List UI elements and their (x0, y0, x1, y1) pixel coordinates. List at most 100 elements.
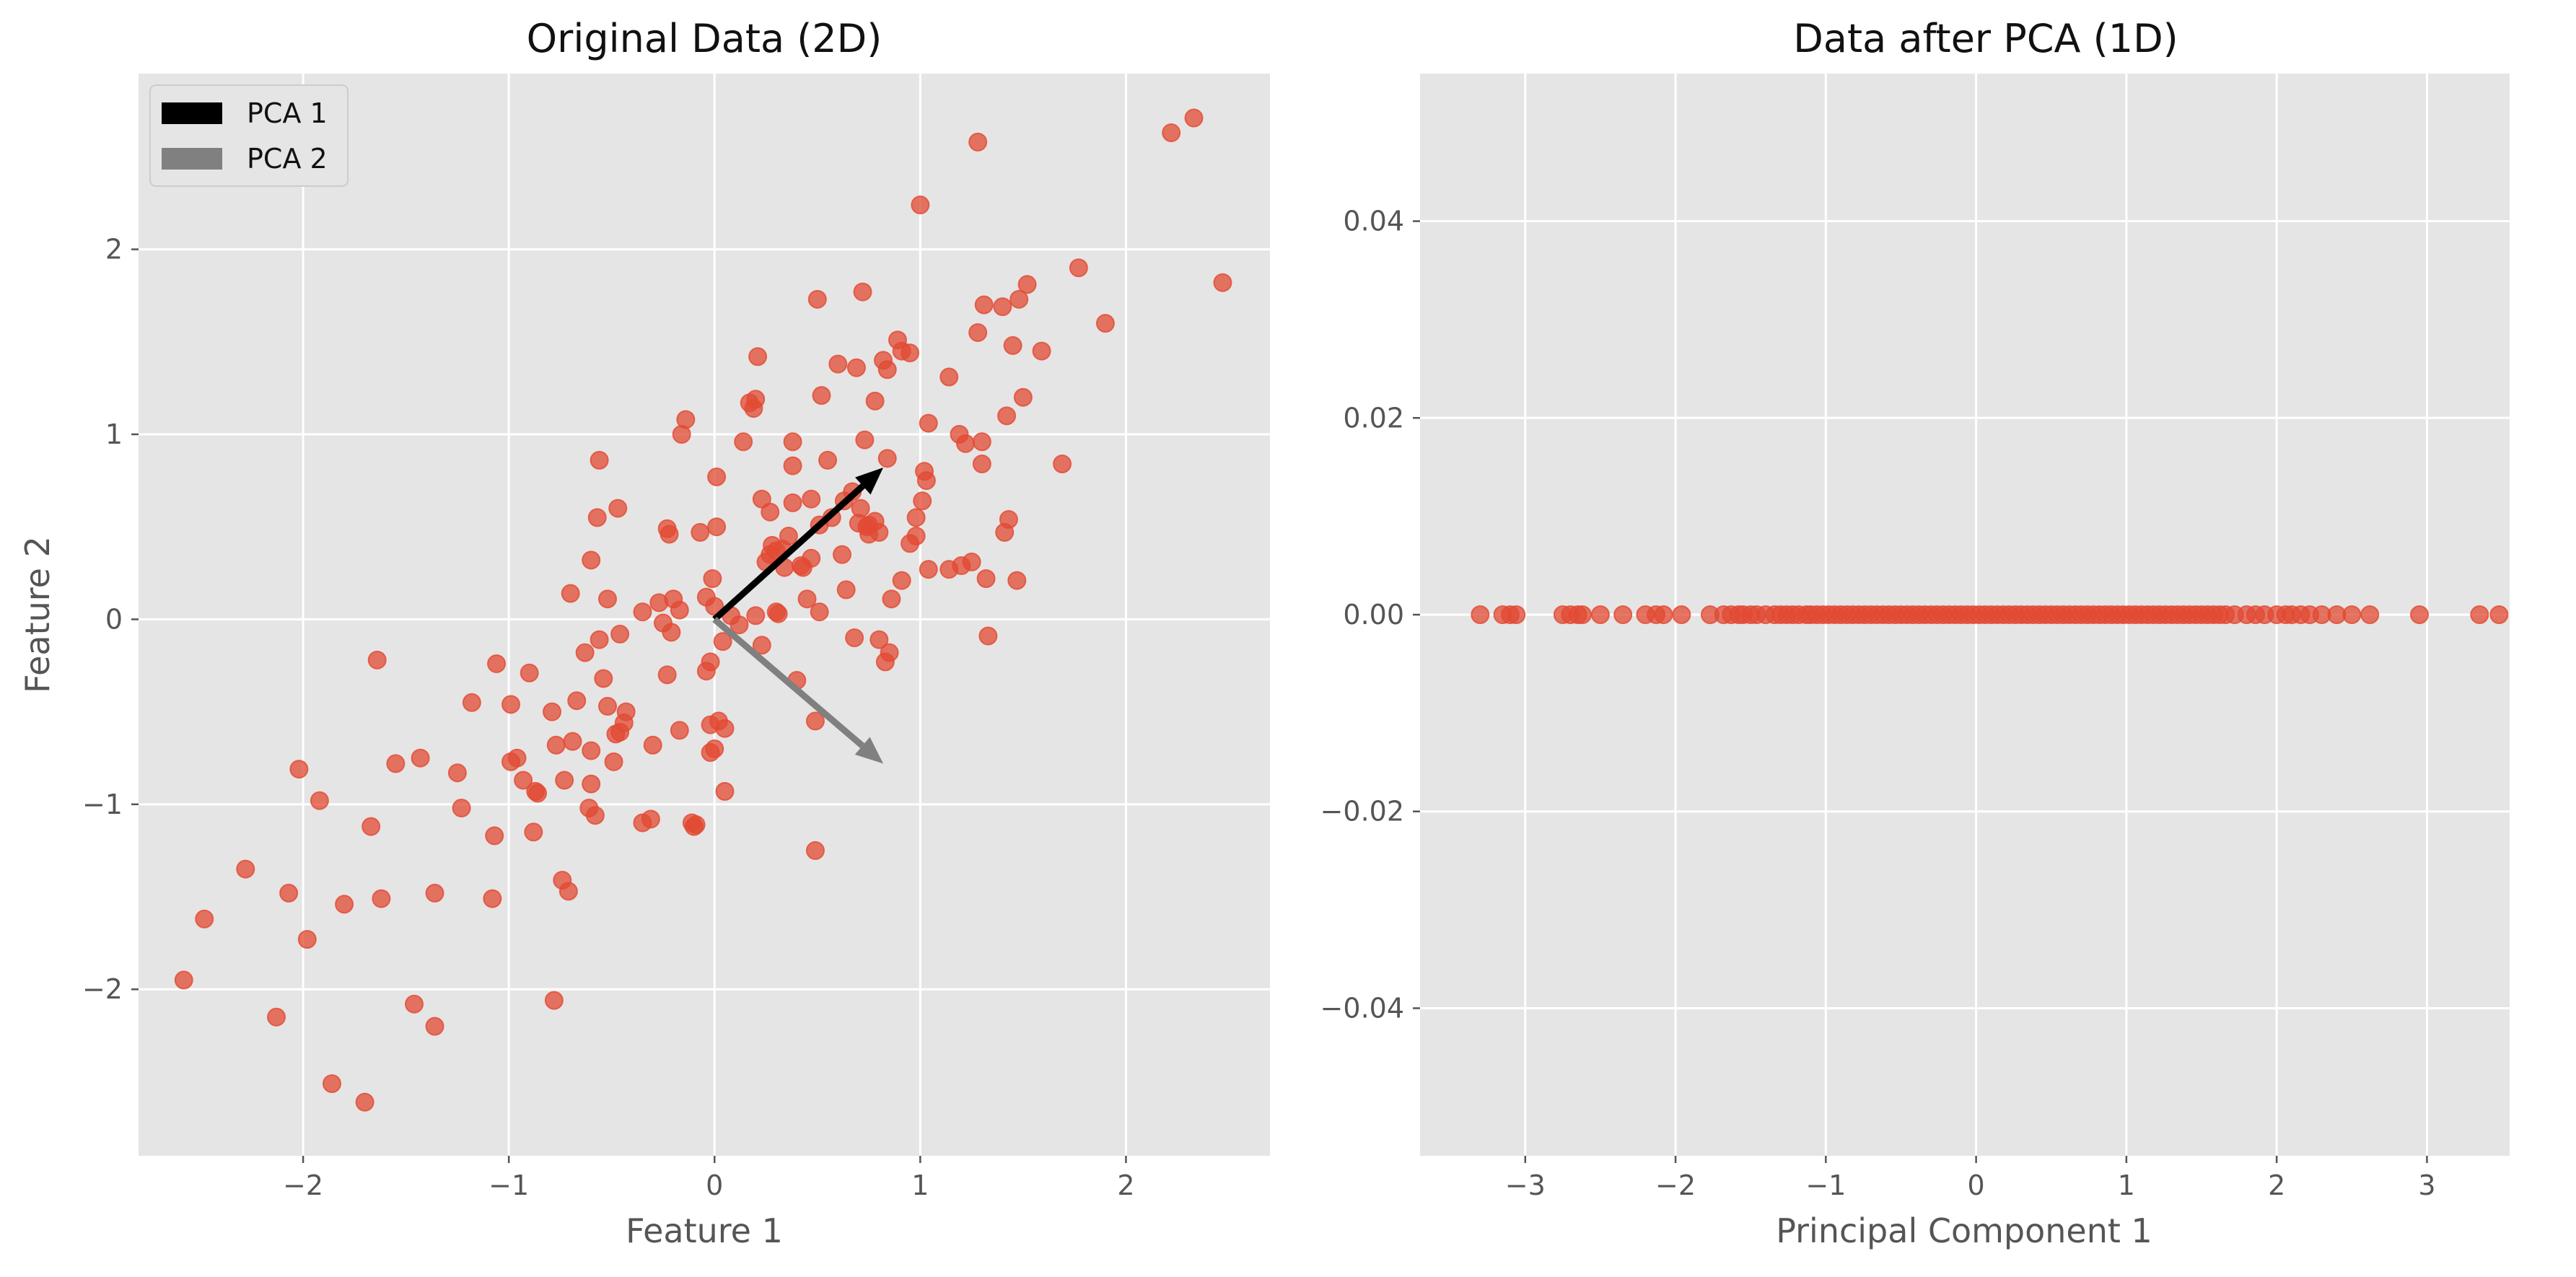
data-point (1053, 455, 1072, 474)
data-point (865, 391, 885, 411)
data-point (2489, 605, 2509, 624)
data-point (501, 695, 521, 714)
pca-vectors (712, 468, 884, 764)
data-point (598, 696, 618, 716)
data-point (913, 491, 932, 511)
data-point (919, 560, 938, 579)
data-point (405, 994, 424, 1014)
data-point (968, 132, 988, 152)
data-point (322, 1074, 341, 1093)
data-point (783, 493, 802, 512)
data-point (906, 508, 926, 527)
data-point (810, 602, 829, 622)
data-point (195, 909, 214, 929)
data-point (880, 643, 899, 662)
data-point (1590, 605, 1610, 624)
ticks-left: −2 −1 0 1 2 −2 −1 0 1 2 (82, 234, 1135, 1201)
data-point (507, 748, 527, 768)
y-tick-label: 0.02 (1343, 402, 1404, 434)
data-point (1672, 605, 1691, 624)
data-point (483, 889, 502, 908)
data-point (355, 1092, 374, 1112)
data-point (520, 663, 539, 683)
data-point (335, 895, 354, 914)
data-point (367, 650, 387, 670)
data-point (1471, 605, 1490, 624)
data-point (734, 432, 753, 452)
legend-swatch-pca2 (162, 148, 222, 170)
data-point (1613, 605, 1633, 624)
data-point (882, 589, 901, 609)
data-point (997, 406, 1017, 426)
data-point (713, 632, 732, 651)
data-point (701, 652, 720, 672)
data-point (1095, 314, 1115, 333)
data-point (558, 882, 578, 901)
data-point (686, 815, 706, 835)
data-point (730, 615, 749, 635)
data-point (279, 883, 299, 903)
data-point (676, 410, 696, 429)
data-point (1572, 605, 1592, 624)
data-point (812, 386, 831, 405)
y-tick-label: 0.04 (1343, 206, 1404, 237)
x-tick-label: −2 (1655, 1170, 1696, 1201)
x-axis-label-right: Principal Component 1 (1776, 1211, 2152, 1250)
data-point (1013, 387, 1033, 407)
x-tick-label: 2 (1117, 1170, 1134, 1201)
data-point (236, 859, 255, 879)
data-point (641, 809, 660, 829)
data-point (993, 297, 1012, 317)
data-point (546, 735, 566, 755)
data-point (585, 806, 605, 825)
data-point (707, 467, 727, 486)
arrow-head (854, 737, 884, 764)
pca-vector-arrow (712, 468, 884, 622)
data-point (752, 636, 771, 655)
data-point (715, 719, 735, 738)
x-tick-label: 1 (2118, 1170, 2135, 1201)
y-tick-label: −0.02 (1320, 796, 1404, 828)
data-point (802, 548, 821, 568)
data-point (563, 732, 582, 751)
data-point (1213, 273, 1232, 292)
data-point (1003, 335, 1022, 355)
y-tick-label: −2 (82, 973, 123, 1005)
data-point (2360, 605, 2380, 624)
data-point (845, 628, 864, 648)
data-point (528, 784, 548, 803)
data-point (911, 196, 930, 215)
data-point (462, 693, 481, 712)
data-point (543, 702, 562, 721)
scatter-1d-panel: −3 −2 −1 0 1 2 3 −0.04 −0.02 0.00 0.02 0.04 Data af… (1320, 16, 2510, 1250)
y-tick-label: 2 (105, 234, 123, 266)
data-point (598, 589, 618, 609)
data-point (836, 580, 856, 600)
data-point (643, 735, 662, 755)
data-point (805, 711, 825, 731)
data-point (582, 741, 601, 760)
data-point (411, 748, 430, 768)
data-point (425, 1017, 444, 1036)
data-point (386, 754, 406, 773)
data-point (707, 517, 727, 537)
data-point (1069, 258, 1088, 278)
data-point (846, 358, 866, 377)
data-point (916, 471, 936, 491)
data-point (833, 545, 852, 564)
data-point (590, 630, 609, 649)
y-tick-label: −1 (82, 789, 123, 820)
data-point (587, 508, 607, 527)
data-point (1007, 571, 1027, 590)
data-point (590, 450, 609, 470)
data-point (805, 841, 825, 860)
data-points-2d (174, 108, 1232, 1112)
data-point (797, 589, 817, 609)
data-point (906, 527, 926, 546)
data-point (748, 347, 768, 367)
data-point (783, 432, 802, 452)
data-point (779, 527, 798, 546)
data-point (2470, 605, 2489, 624)
data-point (855, 430, 875, 449)
